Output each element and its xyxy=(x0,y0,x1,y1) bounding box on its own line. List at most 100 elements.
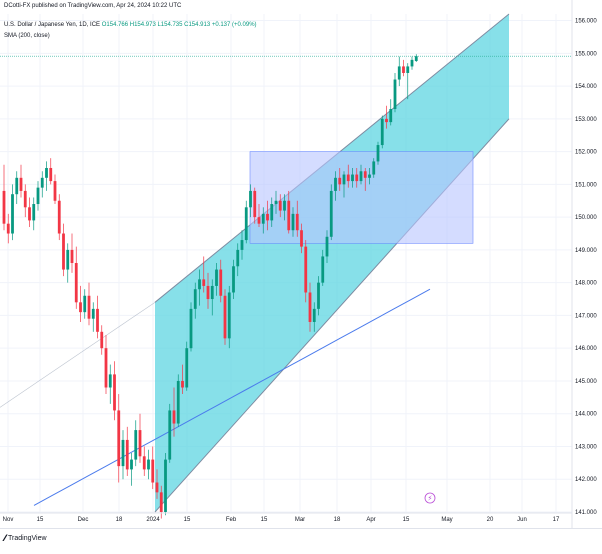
candle-body xyxy=(15,177,19,195)
candle xyxy=(155,469,159,499)
candle xyxy=(406,63,410,100)
y-tick-label: 150.000 xyxy=(575,215,597,221)
candle-body xyxy=(66,249,70,270)
y-tick-label: 147.000 xyxy=(575,313,597,319)
candle-body xyxy=(62,233,65,270)
price-axis[interactable]: 156.000 155.000 154.000 153.000 152.000 151.0… xyxy=(571,0,602,528)
symbol-title[interactable]: U.S. Dollar / Japanese Yen, 1D, ICE xyxy=(4,22,101,28)
candle xyxy=(253,187,257,224)
y-tick-label: 153.000 xyxy=(575,117,597,123)
y-tick-label: 141.000 xyxy=(575,510,597,516)
candle xyxy=(79,285,82,322)
candle-body xyxy=(70,249,74,263)
candle xyxy=(189,302,193,352)
candle xyxy=(244,200,248,244)
candle-body xyxy=(6,223,10,234)
x-tick-label: 15 xyxy=(261,517,268,523)
candle-body xyxy=(321,256,325,283)
candle xyxy=(397,56,401,87)
candle xyxy=(108,364,112,404)
candle-body xyxy=(410,59,414,67)
candle-body xyxy=(138,430,142,457)
candle xyxy=(138,413,142,463)
candle-body xyxy=(189,308,193,349)
candle xyxy=(385,105,388,129)
candle-body xyxy=(36,187,40,205)
candle xyxy=(380,115,384,149)
channel-extension xyxy=(0,302,156,408)
candle xyxy=(104,335,108,395)
drawings[interactable]: ⚡ xyxy=(0,13,510,513)
candle-body xyxy=(147,459,150,470)
candle-body xyxy=(121,439,125,467)
candle-body xyxy=(359,171,363,182)
candle-body xyxy=(125,439,129,470)
candle-body xyxy=(355,174,359,182)
candle-body xyxy=(40,177,44,188)
candle xyxy=(91,302,95,332)
candle-body xyxy=(240,240,244,250)
candle-body xyxy=(19,177,23,191)
candle xyxy=(193,282,197,319)
tradingview-logo[interactable]: ⁄⁄ TradingView xyxy=(4,533,47,543)
candle-body xyxy=(236,249,240,267)
candle xyxy=(23,184,27,218)
candle xyxy=(215,263,218,296)
indicator-label[interactable]: SMA (200, close) xyxy=(4,33,50,39)
candle xyxy=(121,430,125,480)
candle xyxy=(266,200,269,231)
time-axis[interactable]: Nov 15 Dec 18 2024 15 Feb 15 Mar 18 Apr 15 May 20 Jun 1… xyxy=(0,512,572,523)
candle xyxy=(19,164,23,198)
candle xyxy=(389,99,393,126)
candle xyxy=(96,295,99,339)
candle-body xyxy=(278,200,282,211)
x-tick-label: Feb xyxy=(226,517,237,523)
candle xyxy=(325,230,329,263)
candle xyxy=(257,204,261,227)
candle-body xyxy=(198,279,201,290)
x-tick-label: 17 xyxy=(553,517,560,523)
footer-bar xyxy=(0,528,602,550)
candle xyxy=(240,230,244,260)
candle xyxy=(317,276,320,316)
y-tick-label: 148.000 xyxy=(575,281,597,287)
candle-body xyxy=(185,348,189,388)
candle-body xyxy=(219,269,223,296)
x-tick-label: May xyxy=(441,517,452,523)
x-tick-label: Jun xyxy=(517,517,527,523)
candle-body xyxy=(287,200,291,231)
x-tick-label: Mar xyxy=(295,517,305,523)
y-tick-label: 144.000 xyxy=(575,412,597,418)
price-axis-bg xyxy=(572,0,602,528)
x-tick-label: 18 xyxy=(116,517,123,523)
candle-body xyxy=(100,331,104,349)
x-tick-label: Nov xyxy=(3,517,14,523)
candle-body xyxy=(104,348,108,388)
sma-200-line xyxy=(33,288,431,506)
candle xyxy=(57,194,61,241)
parallel-channel-fill xyxy=(155,14,509,512)
x-tick-label: Dec xyxy=(78,517,89,523)
candle-body xyxy=(363,171,367,178)
y-tick-label: 156.000 xyxy=(575,19,597,25)
y-tick-label: 149.000 xyxy=(575,248,597,254)
candle xyxy=(232,259,235,300)
y-tick-label: 145.000 xyxy=(575,379,597,385)
range-box xyxy=(249,151,474,244)
publisher-line: DCotti-FX published on TradingView.com, … xyxy=(4,3,182,9)
candle xyxy=(321,249,325,286)
candle xyxy=(219,259,223,303)
candle-body xyxy=(57,200,61,234)
candle xyxy=(113,361,116,421)
candle-body xyxy=(134,430,138,460)
candles xyxy=(2,54,418,519)
candle xyxy=(249,184,252,218)
x-tick-label: 15 xyxy=(37,517,44,523)
candle-body xyxy=(249,190,252,208)
candle xyxy=(291,207,295,237)
candle-body xyxy=(244,207,248,241)
candle-body xyxy=(372,161,376,175)
candle xyxy=(206,272,210,309)
